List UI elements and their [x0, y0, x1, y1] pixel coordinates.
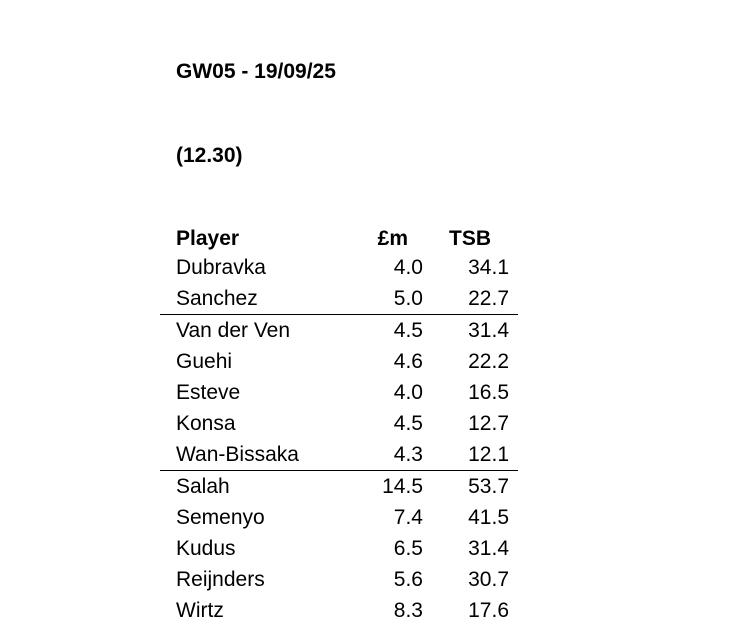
player-name-cell: Salah: [176, 474, 230, 498]
player-row: Wirtz 8.3 17.6: [160, 595, 518, 622]
price-value-cell: 4.6: [393, 349, 423, 373]
column-header-player: Player: [176, 227, 240, 250]
price-value-cell: 8.3: [350, 595, 430, 622]
player-row: Kudus 6.5 31.4: [160, 533, 518, 564]
price-value-cell: 4.5: [393, 318, 423, 342]
tsb-value-cell: 53.7: [468, 474, 509, 498]
price-value-cell: 6.5: [393, 536, 423, 560]
player-name-cell: Esteve: [176, 380, 241, 404]
player-row: Sanchez 5.0 22.7: [160, 283, 518, 315]
player-row: Salah 14.5 53.7: [160, 471, 518, 503]
title-line-1: GW05 - 19/09/25: [176, 60, 336, 83]
price-value-cell: 4.3: [350, 439, 430, 471]
price-value-cell: 14.5: [382, 474, 423, 498]
tsb-value-cell: 17.6: [430, 595, 518, 622]
page-title: GW05 - 19/09/25 (12.30): [160, 2, 741, 226]
tsb-value-cell: 22.2: [468, 349, 509, 373]
price-value-cell: 4.5: [393, 411, 423, 435]
player-row: Semenyo 7.4 41.5: [160, 502, 518, 533]
price-value-cell: 4.0: [393, 380, 423, 404]
player-row: Guehi 4.6 22.2: [160, 346, 518, 377]
tsb-value-cell: 16.5: [468, 380, 509, 404]
player-name-cell: Semenyo: [176, 505, 265, 529]
title-line-2: (12.30): [176, 144, 243, 167]
player-name-cell: Sanchez: [160, 283, 350, 315]
price-value-cell: 7.4: [393, 505, 423, 529]
header-row: Player £m TSB: [160, 226, 518, 252]
player-name-cell: Guehi: [176, 349, 233, 373]
tsb-value-cell: 31.4: [468, 318, 509, 342]
player-name-cell: Wan-Bissaka: [160, 439, 350, 471]
column-header-price: £m: [377, 227, 408, 250]
tsb-value-cell: 12.1: [430, 439, 518, 471]
player-row: Konsa 4.5 12.7: [160, 408, 518, 439]
table-header: Player £m TSB: [160, 226, 518, 252]
player-name-cell: Kudus: [176, 536, 236, 560]
player-table: Player £m TSB Dubravka 4.0 34.1 Sanchez 5.0 2…: [160, 226, 518, 622]
player-name-cell: Wirtz: [160, 595, 350, 622]
player-name-cell: Van der Ven: [176, 318, 291, 342]
price-value-cell: 5.6: [393, 567, 423, 591]
tsb-value-cell: 30.7: [468, 567, 509, 591]
player-name-cell: Dubravka: [176, 255, 266, 279]
player-name-cell: Konsa: [176, 411, 236, 435]
player-name-cell: Reijnders: [176, 567, 265, 591]
tsb-value-cell: 22.7: [430, 283, 518, 315]
player-row: Esteve 4.0 16.5: [160, 377, 518, 408]
price-value-cell: 4.0: [393, 255, 423, 279]
table-body: Dubravka 4.0 34.1 Sanchez 5.0 22.7 Van der Ven…: [160, 252, 518, 622]
price-value-cell: 5.0: [350, 283, 430, 315]
tsb-value-cell: 12.7: [468, 411, 509, 435]
tsb-value-cell: 41.5: [468, 505, 509, 529]
player-row: Reijnders 5.6 30.7: [160, 564, 518, 595]
player-row: Dubravka 4.0 34.1: [160, 252, 518, 283]
player-row: Wan-Bissaka 4.3 12.1: [160, 439, 518, 471]
player-row: Van der Ven 4.5 31.4: [160, 315, 518, 347]
tsb-value-cell: 31.4: [468, 536, 509, 560]
tsb-value-cell: 34.1: [468, 255, 509, 279]
column-header-tsb: TSB: [449, 227, 491, 250]
